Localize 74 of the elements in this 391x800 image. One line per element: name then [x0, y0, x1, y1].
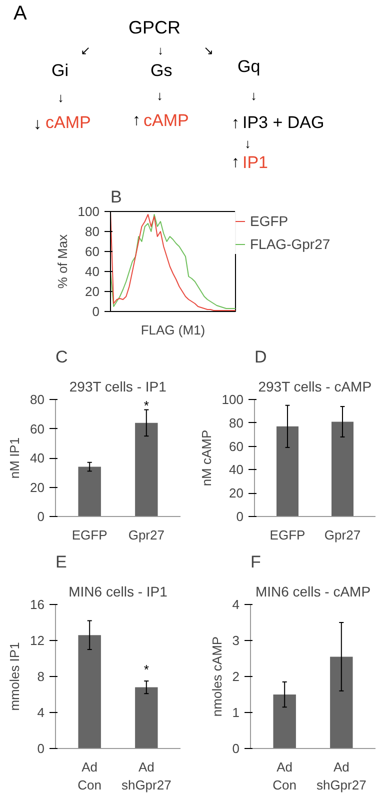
y-tick-label: 4 — [232, 597, 240, 612]
y-tick-label: 100 — [78, 204, 100, 219]
y-tick-label: 20 — [30, 480, 45, 495]
x-tick-label: Gpr27 — [324, 528, 361, 542]
text: C — [56, 348, 68, 366]
text: ↓ — [158, 44, 164, 58]
text: ↑ — [232, 154, 240, 171]
y-tick-label: 1 — [232, 705, 240, 720]
y-tick-label: 20 — [85, 284, 100, 299]
chart-title: MIN6 cells - IP1 — [68, 584, 168, 600]
text: IP3 + DAG — [242, 113, 324, 132]
chart-title: 293T cells - IP1 — [69, 378, 167, 394]
y-tick-label: 60 — [229, 438, 244, 454]
y-tick-label: 40 — [30, 450, 45, 466]
y-axis-title: nM IP1 — [7, 437, 22, 479]
text: ↑ — [132, 112, 140, 129]
text: ↓ — [250, 88, 257, 103]
y-tick-label: 80 — [229, 415, 244, 430]
text: A — [14, 2, 28, 24]
text: cAMP — [144, 111, 189, 130]
y-tick-label: 16 — [30, 597, 45, 612]
text: GPCR — [128, 18, 181, 38]
y-tick-label: 0 — [236, 509, 244, 524]
y-axis-title: nM cAMP — [198, 430, 214, 486]
text: ↓ — [244, 136, 251, 151]
text: ↑ — [232, 115, 240, 132]
text: F — [250, 552, 261, 572]
y-tick-label: 40 — [85, 264, 100, 279]
text: ↓ — [156, 88, 163, 103]
y-tick-label: 4 — [37, 705, 45, 720]
text: E — [56, 552, 67, 572]
text: cAMP — [46, 113, 91, 132]
text: Gs — [150, 61, 172, 80]
y-tick-label: 0 — [37, 509, 45, 524]
text: B — [110, 188, 122, 206]
y-tick-label: 80 — [30, 392, 45, 407]
x-tick-label: Ad Con — [78, 760, 102, 792]
x-tick-label: Ad shGpr27 — [121, 760, 172, 792]
chart-title: 293T cells - cAMP — [258, 378, 372, 394]
y-tick-label: 60 — [85, 244, 100, 259]
annotation: * — [144, 662, 149, 677]
text: ↙ — [80, 44, 90, 58]
text: IP1 — [242, 153, 268, 172]
y-tick-label: 100 — [222, 392, 244, 407]
y-tick-label: 20 — [229, 486, 244, 501]
text: Gq — [238, 57, 260, 76]
annotation: * — [144, 398, 149, 413]
y-tick-label: 12 — [30, 633, 45, 648]
text: D — [254, 348, 267, 366]
text: ↓ — [58, 90, 64, 105]
y-tick-label: 0 — [92, 304, 100, 319]
y-tick-label: 3 — [232, 633, 240, 648]
x-tick-label: Gpr27 — [128, 528, 164, 542]
y-tick-label: 0 — [232, 741, 240, 756]
y-tick-label: 60 — [30, 421, 45, 436]
x-tick-label: EGFP — [72, 528, 108, 542]
legend-label: EGFP — [250, 213, 288, 229]
y-axis-title: nmoles cAMP — [209, 636, 224, 717]
chart-title: MIN6 cells - cAMP — [255, 584, 371, 600]
y-tick-label: 0 — [37, 741, 45, 756]
text: ↘ — [204, 44, 214, 58]
y-tick-label: 80 — [85, 224, 100, 239]
text: Gi — [52, 61, 68, 80]
text: ↓ — [34, 116, 42, 133]
y-tick-label: 2 — [232, 669, 240, 684]
y-tick-label: 8 — [37, 669, 45, 684]
legend-label: FLAG-Gpr27 — [250, 236, 330, 252]
x-tick-label: Ad Con — [272, 760, 297, 792]
y-axis-title: % of Max — [54, 234, 70, 289]
x-tick-label: EGFP — [270, 528, 306, 542]
x-tick-label: Ad shGpr27 — [316, 760, 366, 792]
y-tick-label: 40 — [229, 462, 244, 478]
y-axis-title: mmoles IP1 — [7, 642, 22, 711]
x-axis-title: FLAG (M1) — [140, 322, 206, 338]
